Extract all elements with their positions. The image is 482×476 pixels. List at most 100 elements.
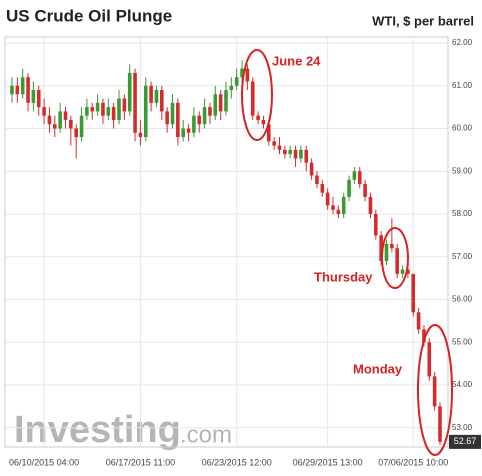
candle-body bbox=[10, 85, 14, 95]
y-tick-label: 57.00 bbox=[452, 252, 473, 261]
candle-body bbox=[357, 171, 362, 185]
x-tick-label: 07/06/2015 10:00 bbox=[378, 457, 448, 467]
candle-body bbox=[111, 107, 116, 120]
candle-body bbox=[31, 90, 36, 103]
candle-body bbox=[422, 329, 426, 343]
candle-body bbox=[245, 68, 250, 82]
candle-body bbox=[411, 273, 416, 313]
candle-body bbox=[379, 235, 383, 262]
candle-body bbox=[352, 171, 357, 180]
candle-body bbox=[197, 115, 202, 125]
candle-body bbox=[240, 68, 244, 78]
candle-body bbox=[117, 98, 121, 120]
candle-body bbox=[331, 205, 335, 210]
candle-body bbox=[170, 102, 175, 125]
candle-body bbox=[79, 115, 84, 138]
candle-body bbox=[325, 192, 330, 206]
x-tick-label: 06/17/2015 11:00 bbox=[106, 457, 175, 467]
candle-body bbox=[176, 102, 180, 138]
candle-body bbox=[149, 85, 153, 103]
y-tick-label: 53.00 bbox=[452, 423, 473, 432]
candle-body bbox=[309, 162, 314, 176]
highlight-ellipse bbox=[241, 49, 273, 141]
candle-body bbox=[15, 85, 20, 95]
candle-body bbox=[341, 196, 346, 214]
candle-body bbox=[416, 312, 421, 330]
candle-body bbox=[299, 149, 303, 159]
candle-body bbox=[432, 376, 437, 407]
candle-body bbox=[90, 107, 95, 112]
candle-body bbox=[47, 115, 52, 125]
chart-title: US Crude Oil Plunge bbox=[6, 6, 172, 25]
chart-subtitle: WTI, $ per barrel bbox=[372, 13, 474, 28]
candle-body bbox=[261, 119, 266, 125]
candle-body bbox=[138, 132, 143, 138]
candle-body bbox=[336, 209, 341, 214]
candle-body bbox=[368, 196, 373, 214]
candle-body bbox=[272, 141, 276, 146]
candle-body bbox=[95, 102, 100, 112]
y-tick-label: 54.00 bbox=[452, 380, 473, 389]
candle-body bbox=[165, 111, 169, 125]
candle-body bbox=[277, 145, 282, 150]
candle-body bbox=[224, 90, 228, 112]
candle-body bbox=[53, 124, 57, 129]
candle-body bbox=[347, 179, 351, 197]
candle-body bbox=[101, 102, 105, 116]
candle-body bbox=[63, 111, 68, 120]
annotation: Monday bbox=[353, 361, 403, 376]
candle-body bbox=[192, 115, 196, 133]
candle-body bbox=[293, 149, 298, 159]
candle-body bbox=[384, 243, 389, 262]
y-tick-label: 62.00 bbox=[452, 38, 473, 47]
candle-body bbox=[127, 72, 132, 112]
candle-body bbox=[315, 175, 319, 185]
y-tick-label: 58.00 bbox=[452, 209, 473, 218]
candle-body bbox=[438, 406, 442, 442]
y-tick-label: 60.00 bbox=[452, 124, 473, 133]
candle-body bbox=[133, 72, 137, 133]
candle-body bbox=[69, 119, 73, 129]
candle-body bbox=[218, 94, 223, 112]
candle-body bbox=[283, 149, 287, 155]
candle-body bbox=[85, 107, 89, 116]
x-tick-label: 06/10/2015 04:00 bbox=[9, 457, 79, 467]
candle-body bbox=[234, 77, 239, 86]
x-tick-label: 06/29/2015 13:00 bbox=[293, 457, 363, 467]
candle-body bbox=[106, 107, 111, 116]
last-price-box bbox=[449, 434, 481, 449]
candle-body bbox=[213, 94, 218, 116]
highlight-ellipse bbox=[381, 227, 409, 289]
candle-body bbox=[304, 149, 309, 163]
candle-body bbox=[20, 77, 25, 95]
candle-body bbox=[229, 85, 234, 91]
watermark-text: Investing bbox=[14, 409, 181, 451]
candle-body bbox=[160, 90, 164, 112]
y-tick-label: 55.00 bbox=[452, 337, 473, 346]
candle-body bbox=[250, 81, 255, 116]
candle-body bbox=[395, 248, 399, 274]
candle-body bbox=[208, 107, 212, 116]
plot-frame bbox=[4, 36, 449, 448]
highlight-ellipse bbox=[417, 324, 453, 456]
y-tick-label: 61.00 bbox=[452, 81, 473, 90]
last-price-label: 52.67 bbox=[454, 436, 477, 446]
candle-body bbox=[74, 128, 78, 138]
candle-body bbox=[36, 90, 41, 108]
x-tick-label: 06/23/2015 12:00 bbox=[202, 457, 272, 467]
candle-body bbox=[256, 115, 260, 120]
candle-body bbox=[288, 149, 292, 155]
candle-body bbox=[26, 77, 30, 103]
candle-body bbox=[363, 184, 367, 197]
candle-body bbox=[42, 107, 46, 116]
candle-body bbox=[374, 213, 378, 236]
candle-body bbox=[427, 342, 432, 377]
candle-body bbox=[186, 128, 191, 133]
candle-body bbox=[390, 243, 394, 249]
candle-body bbox=[181, 128, 185, 138]
candle-body bbox=[143, 85, 148, 138]
y-tick-label: 56.00 bbox=[452, 295, 473, 304]
annotation: Thursday bbox=[314, 269, 373, 284]
candle-body bbox=[267, 124, 271, 142]
candle-body bbox=[202, 107, 207, 125]
